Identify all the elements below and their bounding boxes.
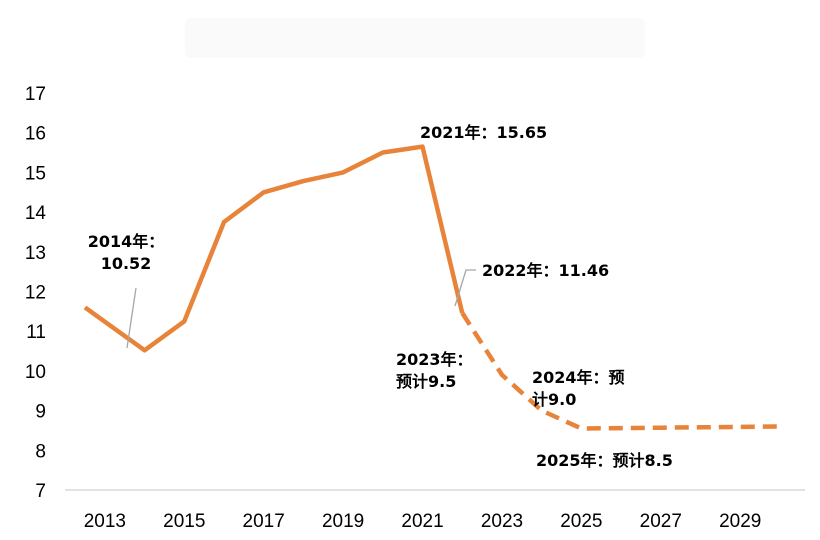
annotation-line: 2023年： [396,350,473,369]
annotation-2014: 2014年： 10.52 [88,232,165,273]
y-tick-label: 9 [35,402,46,423]
x-tick-label: 2021 [401,511,443,532]
annotation-line: 2025年：预计8.5 [536,451,673,470]
y-tick-label: 15 [25,163,46,184]
x-tick-label: 2029 [719,511,761,532]
annotation-line: 2014年： [88,232,165,251]
annotation-2023: 2023年： 预计9.5 [396,350,473,391]
leader-2014 [126,287,137,349]
x-axis-ticks: 2013 2015 2017 2019 2021 2023 2025 2027 2029 [84,511,762,532]
x-tick-label: 2023 [481,511,523,532]
series-lines [83,144,780,431]
y-tick-label: 13 [25,243,46,264]
chart-title-area [185,18,645,58]
y-tick-label: 11 [26,322,46,343]
annotation-2024: 2024年：预计9.0 [532,368,625,409]
actual-line [83,144,465,353]
annotation-leaders [126,269,476,349]
y-tick-label: 17 [25,84,46,105]
y-tick-label: 7 [35,481,46,502]
x-tick-label: 2017 [243,511,285,532]
y-tick-label: 12 [25,283,46,304]
annotation-line: 2024年：预 [532,368,625,387]
forecast-line [460,311,780,431]
annotation-line: 计9.0 [532,390,576,409]
annotation-2022: 2022年：11.46 [482,261,609,280]
annotation-2021: 2021年：15.65 [420,123,547,142]
leader-2022 [454,269,476,307]
annotation-2025: 2025年：预计8.5 [536,451,673,470]
y-tick-label: 14 [25,203,47,224]
x-tick-label: 2015 [163,511,205,532]
annotation-line: 2021年：15.65 [420,123,547,142]
y-axis-ticks: 7 8 9 10 11 12 13 14 15 16 17 [25,84,47,502]
y-tick-label: 16 [25,124,46,145]
x-tick-label: 2025 [560,511,602,532]
annotation-line: 预计9.5 [396,372,456,391]
annotations: 2014年： 10.52 2021年：15.65 2022年：11.46 2023年： 预… [88,123,673,470]
y-tick-label: 8 [35,441,46,462]
annotation-line: 2022年：11.46 [482,261,609,280]
x-tick-label: 2027 [640,511,682,532]
annotation-line: 10.52 [101,254,152,273]
x-tick-label: 2019 [322,511,364,532]
y-tick-label: 10 [25,362,46,383]
x-tick-label: 2013 [84,511,126,532]
